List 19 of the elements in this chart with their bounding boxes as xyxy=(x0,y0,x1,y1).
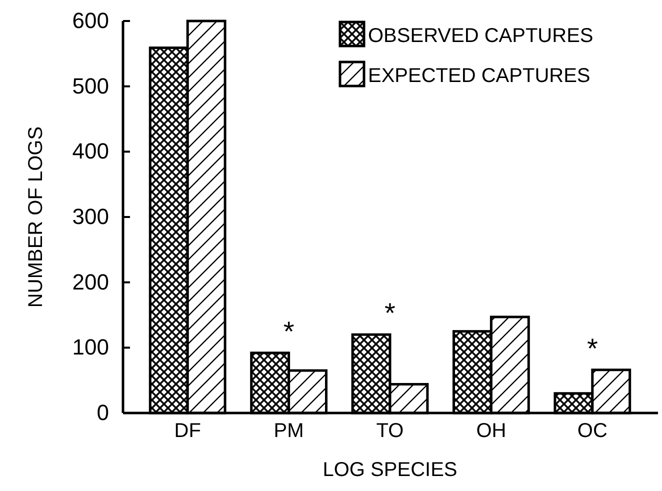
x-tick-label: TO xyxy=(376,420,404,442)
x-tick-label: OH xyxy=(476,420,506,442)
x-tick-label: OC xyxy=(577,420,608,442)
annotation: * xyxy=(384,298,396,329)
y-tick-label: 500 xyxy=(72,73,109,98)
y-tick-label: 300 xyxy=(72,204,109,230)
y-tick-label: 0 xyxy=(96,400,109,426)
y-tick-label: 400 xyxy=(72,138,109,164)
legend-label: EXPECTED CAPTURES xyxy=(368,65,590,87)
legend-label: OBSERVED CAPTURES xyxy=(368,25,594,47)
y-tick-label: 200 xyxy=(72,269,109,294)
annotation: * xyxy=(586,332,598,364)
y-tick-label: 100 xyxy=(72,334,109,360)
x-tick-label: PM xyxy=(274,420,304,442)
y-axis-title: NUMBER OF LOGS xyxy=(25,126,47,308)
annotation: * xyxy=(283,316,294,347)
x-tick-label: DF xyxy=(174,420,201,442)
y-tick-label: 600 xyxy=(72,8,109,34)
x-axis-title: LOG SPECIES xyxy=(322,459,458,481)
